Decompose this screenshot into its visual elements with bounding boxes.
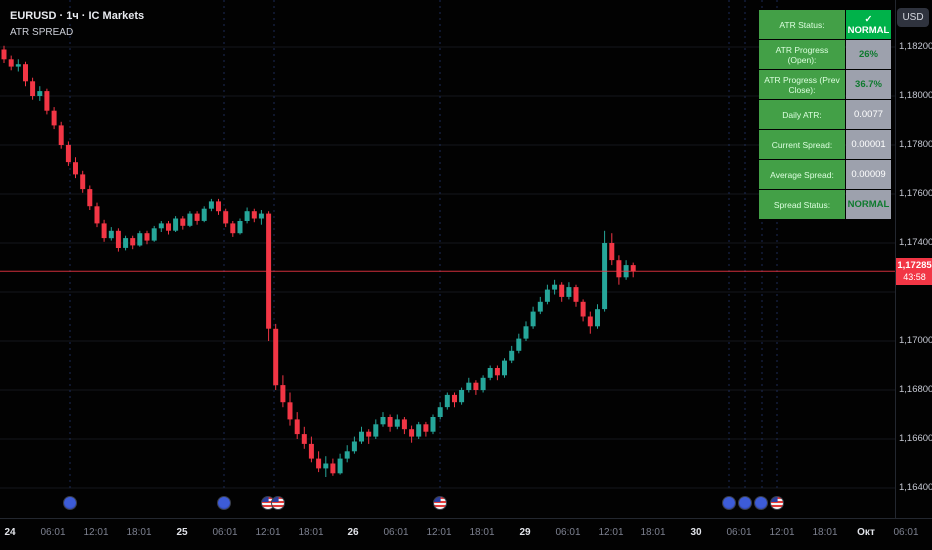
atr-spread-panel: ATR Status: ✓ NORMAL ATR Progress (Open): 2…	[759, 10, 891, 220]
economic-event-flag-icon[interactable]	[770, 496, 784, 510]
time-scale-label: 12:01	[769, 527, 795, 538]
time-scale-label: 18:01	[640, 527, 666, 538]
symbol-title[interactable]: EURUSD · 1ч · IC Markets	[10, 10, 145, 22]
economic-event-flag-icon[interactable]	[433, 496, 447, 510]
bar-countdown: 43:58	[903, 272, 926, 283]
atr-panel-row-value: 0.00009	[846, 160, 891, 189]
atr-panel-row-label: ATR Progress (Prev Close):	[759, 70, 845, 99]
time-scale-label: 18:01	[469, 527, 495, 538]
price-scale-label: 1,18000	[899, 90, 932, 102]
time-scale-day-label: Окт	[857, 527, 875, 538]
price-scale-label: 1,16800	[899, 384, 932, 396]
candlestick-chart[interactable]	[0, 0, 895, 492]
economic-event-flag-icon[interactable]	[722, 496, 736, 510]
time-scale-label: 06:01	[555, 527, 581, 538]
price-scale-label: 1,16600	[899, 433, 932, 445]
atr-panel-row: ATR Progress (Open): 26%	[759, 40, 891, 69]
time-scale-day-label: 29	[519, 527, 531, 538]
atr-panel-row-label: Spread Status:	[759, 190, 845, 219]
current-price-badge: 1,17285 43:58	[896, 258, 932, 286]
time-scale-day-label: 24	[4, 527, 16, 538]
atr-panel-row-label: Average Spread:	[759, 160, 845, 189]
chart-legend: EURUSD · 1ч · IC Markets ATR SPREAD	[10, 10, 144, 38]
atr-panel-row: Average Spread: 0.00009	[759, 160, 891, 189]
price-scale-label: 1,18200	[899, 41, 932, 53]
atr-panel-row-value: NORMAL	[846, 190, 891, 219]
economic-event-flag-icon[interactable]	[63, 496, 77, 510]
time-scale-label: 18:01	[812, 527, 838, 538]
atr-panel-row-value: 0.00001	[846, 130, 891, 159]
atr-panel-row-label: ATR Progress (Open):	[759, 40, 845, 69]
time-scale-label: 12:01	[426, 527, 452, 538]
price-scale-label: 1,17800	[899, 139, 932, 151]
price-scale-label: 1,16400	[899, 482, 932, 494]
atr-panel-row-label: ATR Status:	[759, 10, 845, 39]
currency-toggle-button[interactable]: USD	[897, 8, 929, 27]
time-scale-label: 06:01	[40, 527, 66, 538]
price-scale-label: 1,17000	[899, 335, 932, 347]
atr-panel-row: Daily ATR: 0.0077	[759, 100, 891, 129]
time-scale-label: 06:01	[893, 527, 919, 538]
economic-event-flag-icon[interactable]	[738, 496, 752, 510]
time-scale-label: 06:01	[726, 527, 752, 538]
atr-panel-row: Spread Status: NORMAL	[759, 190, 891, 219]
price-scale-label: 1,17400	[899, 237, 932, 249]
time-scale-label: 12:01	[83, 527, 109, 538]
atr-panel-row: ATR Status: ✓ NORMAL	[759, 10, 891, 39]
atr-panel-row-value: ✓ NORMAL	[846, 10, 891, 39]
atr-panel-row-value: 36.7%	[846, 70, 891, 99]
indicator-title[interactable]: ATR SPREAD	[10, 27, 74, 38]
time-scale-label: 18:01	[298, 527, 324, 538]
price-scale[interactable]: 1,17285 43:58 1,18200 1,18000 1,17800 1,176…	[895, 0, 932, 518]
time-scale-label: 18:01	[126, 527, 152, 538]
time-scale-label: 12:01	[255, 527, 281, 538]
atr-panel-row-value: 0.0077	[846, 100, 891, 129]
atr-panel-row: ATR Progress (Prev Close): 36.7%	[759, 70, 891, 99]
economic-event-flag-icon[interactable]	[217, 496, 231, 510]
time-scale[interactable]: 24 06:01 12:01 18:01 25 06:01 12:01 18:01 26 06:0…	[0, 518, 932, 550]
time-scale-day-label: 26	[347, 527, 359, 538]
time-scale-day-label: 25	[176, 527, 188, 538]
atr-panel-row-label: Daily ATR:	[759, 100, 845, 129]
economic-event-flag-icon[interactable]	[271, 496, 285, 510]
price-scale-label: 1,17600	[899, 188, 932, 200]
time-scale-label: 12:01	[598, 527, 624, 538]
economic-event-flag-icon[interactable]	[754, 496, 768, 510]
atr-panel-row-value: 26%	[846, 40, 891, 69]
economic-events-row	[0, 490, 895, 518]
atr-panel-row: Current Spread: 0.00001	[759, 130, 891, 159]
time-scale-label: 06:01	[212, 527, 238, 538]
time-scale-day-label: 30	[690, 527, 702, 538]
atr-panel-row-label: Current Spread:	[759, 130, 845, 159]
time-scale-label: 06:01	[383, 527, 409, 538]
current-price-value: 1,17285	[897, 260, 932, 272]
